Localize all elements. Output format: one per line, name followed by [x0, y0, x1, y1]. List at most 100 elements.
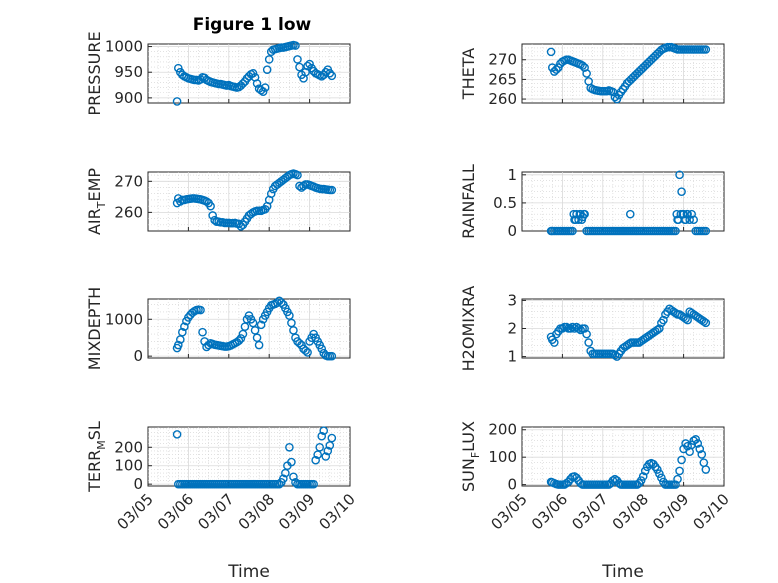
data-point [321, 452, 331, 461]
data-point [582, 69, 591, 78]
data-point [204, 340, 213, 350]
data-point [303, 61, 312, 71]
x-axis-label: Time [601, 562, 644, 582]
y-tick-label: 200 [488, 421, 517, 439]
data-point [691, 435, 701, 444]
data-point [673, 474, 682, 484]
data-point [697, 450, 707, 459]
data-point [610, 92, 620, 102]
y-tick-label: 200 [114, 438, 143, 456]
y-tick-label: 950 [114, 63, 143, 81]
data-point [687, 209, 696, 219]
y-axis-label: PRESSURE [85, 31, 104, 115]
data-point [683, 315, 692, 325]
data-point [579, 209, 589, 219]
data-point [317, 344, 327, 354]
data-point [274, 479, 284, 489]
data-point [285, 442, 294, 452]
data-point [655, 469, 664, 478]
data-point [558, 324, 567, 333]
data-point [695, 444, 705, 454]
y-axis-label: RAINFALL [459, 164, 478, 239]
data-point [681, 314, 690, 323]
data-point [309, 479, 318, 489]
y-tick-label: 1 [507, 166, 517, 184]
data-point [295, 62, 304, 72]
data-point [640, 466, 650, 476]
data-point [689, 215, 699, 225]
data-series [172, 40, 337, 106]
data-point [198, 327, 207, 337]
data-point [575, 209, 585, 219]
data-point [196, 305, 205, 315]
y-axis-label: AIRTEMP [85, 168, 108, 235]
data-point [206, 201, 215, 211]
y-tick-label: 270 [488, 51, 517, 69]
data-point [256, 320, 266, 330]
data-point [638, 472, 648, 481]
data-point [266, 189, 276, 199]
data-point [248, 68, 258, 78]
data-point [693, 439, 703, 448]
data-point [701, 45, 711, 54]
data-point [614, 478, 624, 488]
data-point [293, 55, 302, 64]
data-point [319, 70, 329, 80]
data-point [293, 170, 302, 180]
data-point [570, 324, 579, 333]
data-point [172, 430, 182, 439]
data-point [264, 55, 274, 64]
y-tick-label: 100 [488, 448, 517, 466]
data-series [546, 170, 711, 236]
data-point [680, 215, 690, 225]
y-axis-label: THETA [459, 48, 478, 100]
data-point [610, 350, 620, 360]
data-point [577, 215, 587, 225]
data-point [317, 431, 327, 441]
data-point [552, 65, 561, 74]
data-point [671, 226, 680, 236]
data-point [675, 170, 684, 180]
axes-box [521, 171, 725, 232]
data-point [636, 476, 646, 485]
data-series [172, 296, 337, 361]
data-point [258, 87, 268, 97]
data-point [682, 209, 692, 219]
data-point [327, 71, 337, 81]
data-point [325, 68, 335, 78]
data-point [327, 433, 337, 443]
data-point [260, 83, 270, 92]
data-point [277, 298, 286, 307]
data-point [196, 75, 205, 84]
data-point [655, 324, 664, 333]
data-point [566, 324, 575, 333]
y-tick-label: 100 [114, 457, 143, 475]
y-tick-label: 1000 [105, 310, 143, 328]
subplot-3: 260 270 AIRTEMP [85, 168, 351, 235]
data-point [287, 457, 296, 467]
data-point [699, 317, 709, 326]
y-tick-label: 0 [507, 222, 517, 240]
data-point [172, 97, 182, 106]
data-point [305, 59, 314, 69]
y-tick-label: 260 [114, 203, 143, 221]
y-axis-label: H2OMIXRA [459, 286, 478, 372]
y-tick-label: 1000 [105, 38, 143, 56]
y-axis-label: TERRMSL [85, 421, 108, 493]
data-point [279, 474, 288, 483]
y-tick-label: 3 [507, 291, 517, 309]
data-point [234, 336, 244, 345]
data-point [687, 440, 696, 450]
data-point [675, 466, 684, 476]
data-point [180, 322, 189, 331]
data-point [562, 322, 571, 332]
data-point [295, 338, 304, 348]
data-point [584, 338, 593, 347]
data-point [653, 465, 662, 474]
data-point [677, 455, 686, 465]
data-point [550, 338, 559, 347]
data-point [327, 351, 337, 361]
